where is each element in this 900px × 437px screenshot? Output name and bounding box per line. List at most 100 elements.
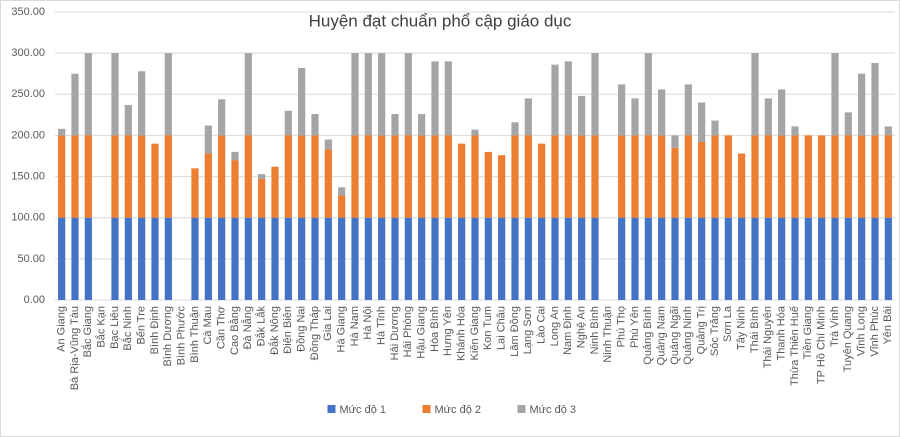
y-tick-label: 150.00 xyxy=(11,170,45,182)
bar-segment xyxy=(258,179,266,218)
x-tick-label: Đồng Tháp xyxy=(309,306,321,360)
bar-segment xyxy=(471,135,479,218)
x-tick-label: Bắc Ninh xyxy=(121,306,134,351)
bar-segment xyxy=(711,135,719,218)
bar-segment xyxy=(191,168,199,218)
bar-segment xyxy=(684,135,692,218)
bar-segment xyxy=(284,110,292,136)
bar-segment xyxy=(284,217,292,300)
bar-segment xyxy=(551,135,559,218)
bar-segment xyxy=(151,217,159,300)
bar-segment xyxy=(871,217,879,300)
bar-segment xyxy=(351,53,359,136)
x-tick-label: Sóc Trăng xyxy=(709,306,721,356)
bar-segment xyxy=(204,153,212,218)
bar-segment xyxy=(138,71,146,136)
bar-segment xyxy=(564,61,572,136)
bar-segment xyxy=(364,53,372,136)
bar-segment xyxy=(658,89,666,136)
y-tick-label: 0.00 xyxy=(24,294,45,306)
x-tick-label: Đắk Nông xyxy=(268,306,281,355)
bar-segment xyxy=(164,217,172,300)
bar-segment xyxy=(471,217,479,300)
bar-segment xyxy=(404,217,412,300)
bar-segment xyxy=(818,135,826,218)
bar-segment xyxy=(858,73,866,136)
bar-segment xyxy=(671,217,679,300)
bar-segment xyxy=(71,135,79,218)
bar-segment xyxy=(538,143,546,218)
bar-segment xyxy=(684,84,692,136)
x-tick-label: Quảng Ninh xyxy=(682,306,694,365)
bar-segment xyxy=(244,135,252,218)
x-tick-label: Hải Phòng xyxy=(402,306,414,357)
y-tick-label: 200.00 xyxy=(11,129,45,141)
x-tick-label: Hòa Bình xyxy=(429,306,441,352)
bar-segment xyxy=(218,99,226,136)
bar-segment xyxy=(831,53,839,136)
bar-segment xyxy=(698,217,706,300)
bar-segment xyxy=(764,98,772,136)
bar-segment xyxy=(578,217,586,300)
bar-segment xyxy=(71,217,79,300)
bar-segment xyxy=(644,135,652,218)
legend-swatch xyxy=(422,405,431,413)
x-tick-label: Đồng Nai xyxy=(296,306,308,352)
bar-segment xyxy=(511,217,519,300)
x-tick-label: Bình Thuận xyxy=(189,306,201,363)
bar-segment xyxy=(644,53,652,136)
bar-segment xyxy=(564,135,572,218)
x-tick-label: Bạc Liêu xyxy=(109,306,121,349)
legend-swatch xyxy=(517,405,526,413)
bar-segment xyxy=(244,217,252,300)
x-tick-label: Bình Dương xyxy=(162,306,174,366)
bar-segment xyxy=(444,217,452,300)
bar-segment xyxy=(418,135,426,218)
bar-segment xyxy=(84,135,92,218)
chart-title: Huyện đạt chuẩn phổ cập giáo dục xyxy=(309,11,572,30)
x-tick-label: Hà Giang xyxy=(336,306,348,352)
bar-segment xyxy=(391,135,399,218)
x-tick-label: Phú Thọ xyxy=(616,306,628,347)
x-tick-label: Long An xyxy=(549,306,561,346)
bar-segment xyxy=(858,217,866,300)
x-tick-label: Đà Nẵng xyxy=(241,306,254,349)
bar-segment xyxy=(324,217,332,300)
bar-segment xyxy=(351,135,359,218)
bar-segment xyxy=(591,135,599,218)
bar-segment xyxy=(778,89,786,136)
x-tick-label: Bắc Giang xyxy=(81,306,94,357)
x-tick-label: Kon Tum xyxy=(482,306,494,350)
bar-segment xyxy=(298,135,306,218)
bar-segment xyxy=(231,160,239,218)
bar-segment xyxy=(711,120,719,136)
bar-segment xyxy=(538,217,546,300)
x-tick-label: Quảng Ngãi xyxy=(669,306,681,365)
bar-segment xyxy=(524,135,532,218)
bar-segment xyxy=(71,73,79,136)
x-tick-label: Bà Rịa-Vũng Tàu xyxy=(69,306,81,390)
bar-segment xyxy=(138,217,146,300)
y-tick-label: 300.00 xyxy=(11,47,45,59)
bar-segment xyxy=(698,102,706,143)
x-tick-label: Lạng Sơn xyxy=(522,306,534,354)
bar-segment xyxy=(804,217,812,300)
bar-segment xyxy=(551,64,559,136)
bar-segment xyxy=(524,98,532,136)
x-tick-label: Quảng Trị xyxy=(696,306,708,354)
x-tick-label: Hưng Yên xyxy=(442,306,454,356)
bar-segment xyxy=(311,135,319,218)
x-tick-label: Đắk Lắk xyxy=(255,306,268,347)
bar-segment xyxy=(884,126,892,136)
x-tick-label: Điện Biên xyxy=(282,306,294,354)
bar-segment xyxy=(871,63,879,136)
bar-segment xyxy=(484,217,492,300)
bar-segment xyxy=(511,122,519,136)
bar-segment xyxy=(164,53,172,136)
bar-segment xyxy=(124,217,132,300)
bar-segment xyxy=(444,135,452,218)
bar-segment xyxy=(831,135,839,218)
x-tick-label: Phú Yên xyxy=(629,306,641,348)
bar-segment xyxy=(791,135,799,218)
x-tick-label: Lai Châu xyxy=(496,306,508,350)
